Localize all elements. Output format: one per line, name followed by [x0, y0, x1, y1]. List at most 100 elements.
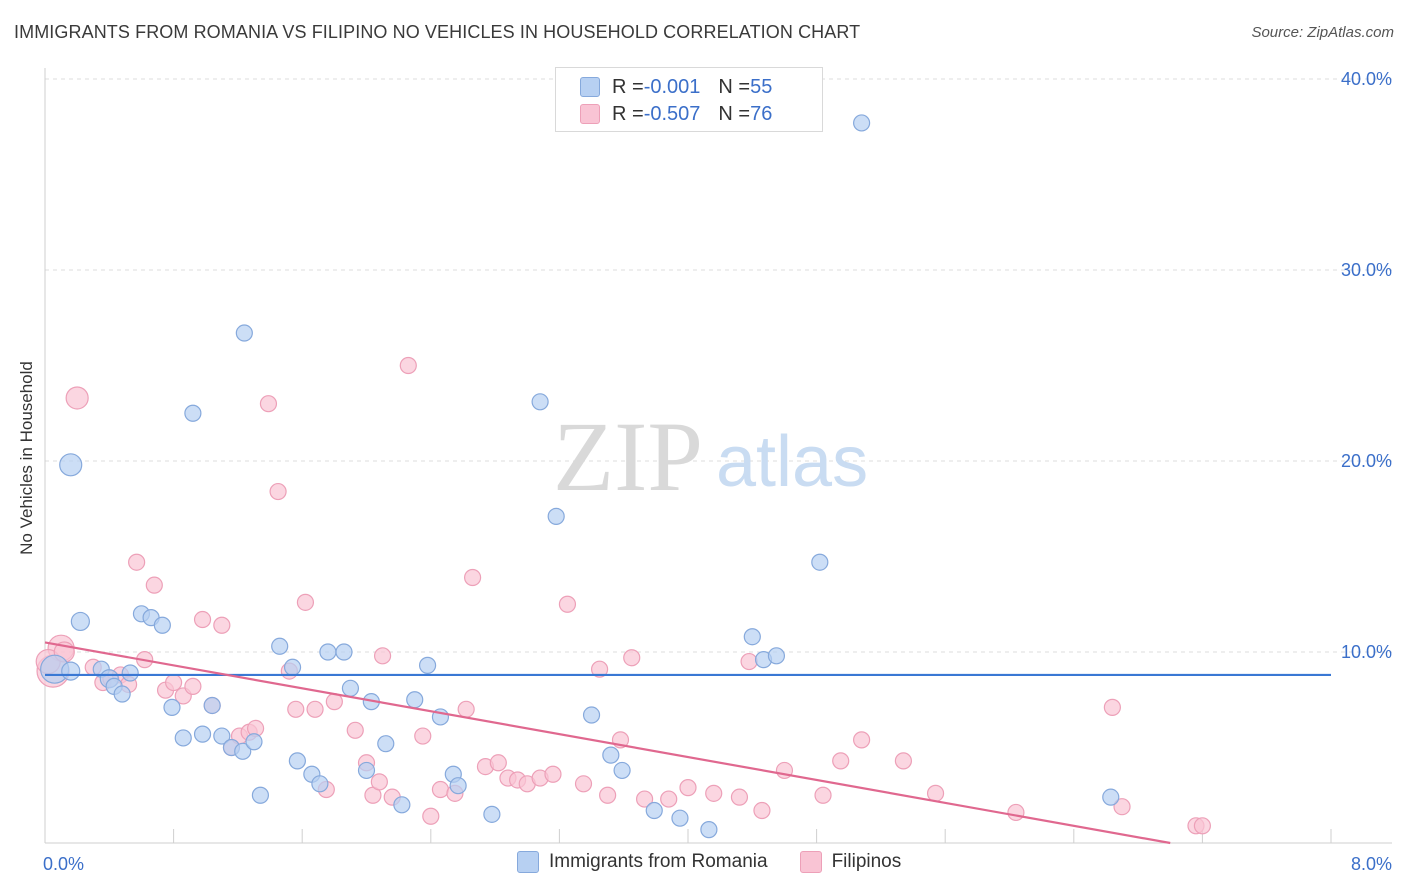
filipino-point	[679, 779, 697, 797]
filipino-point	[306, 700, 324, 718]
source-label: Source: ZipAtlas.com	[1251, 24, 1394, 41]
r-value: -0.001	[643, 75, 701, 98]
filipino-point	[705, 784, 723, 802]
romania-point	[311, 775, 329, 793]
n-label: N =	[718, 75, 751, 98]
romania-point	[174, 729, 192, 747]
filipino-point	[1007, 803, 1025, 822]
filipino-point	[853, 731, 871, 749]
romania-point	[271, 637, 289, 655]
romania-point	[700, 821, 718, 839]
n-value: 76	[750, 102, 773, 125]
tick-labels: 10.0% 20.0% 30.0% 40.0% 0.0% 8.0%	[43, 69, 1392, 874]
x-tick-label: 8.0%	[1351, 854, 1392, 874]
filipino-point	[558, 595, 577, 613]
filipino-point	[184, 677, 202, 695]
filipino-point	[926, 784, 945, 802]
filipino-point	[287, 700, 305, 718]
filipino-trend-line	[44, 641, 1171, 845]
filipino-point	[399, 356, 417, 375]
romania-point	[1102, 788, 1120, 806]
legend-label-filipino: Filipinos	[831, 851, 902, 872]
filipino-point	[259, 395, 278, 413]
filipino-point	[422, 807, 440, 825]
romania-point	[245, 733, 263, 751]
y-tick-label: 20.0%	[1341, 451, 1392, 471]
romania-point	[547, 507, 565, 525]
romania-points	[40, 114, 1120, 839]
filipino-point	[193, 610, 212, 629]
romania-swatch-icon	[580, 77, 600, 97]
y-tick-label: 10.0%	[1341, 642, 1392, 662]
filipino-point	[213, 616, 231, 634]
romania-point	[418, 656, 437, 674]
romania-point	[153, 616, 171, 634]
trend-lines	[44, 641, 1331, 845]
filipino-point	[814, 786, 832, 804]
romania-point	[377, 735, 395, 753]
watermark-zip: ZIP	[553, 401, 703, 512]
filipino-point	[370, 773, 388, 791]
grid-lines	[45, 78, 1392, 653]
watermark: ZIP atlas	[553, 401, 868, 512]
romania-point	[645, 801, 663, 820]
romania-point	[251, 786, 270, 804]
filipino-point	[623, 649, 641, 667]
romania-point	[163, 698, 181, 716]
y-tick-label: 40.0%	[1341, 69, 1392, 89]
legend-row-romania: R = -0.001 N = 55	[580, 74, 772, 100]
romania-point	[406, 691, 424, 709]
filipino-point	[590, 660, 609, 678]
filipino-point	[457, 700, 475, 718]
romania-point	[193, 725, 212, 743]
filipino-point	[599, 786, 617, 804]
r-label: R =	[612, 75, 644, 98]
romania-point	[767, 647, 786, 665]
legend-item-filipino: Filipinos	[799, 851, 902, 873]
r-value: -0.507	[643, 102, 701, 125]
filipino-point	[65, 386, 89, 410]
filipino-point	[373, 647, 392, 665]
filipino-legend-icon	[799, 851, 822, 873]
romania-point	[234, 742, 252, 760]
filipino-point	[463, 568, 482, 587]
romania-point	[853, 114, 871, 132]
romania-point	[235, 324, 253, 342]
legend-label-romania: Immigrants from Romania	[549, 851, 768, 872]
chart-title: IMMIGRANTS FROM ROMANIA VS FILIPINO NO V…	[14, 22, 861, 42]
watermark-atlas: atlas	[716, 422, 868, 502]
filipino-point	[269, 482, 287, 501]
r-label: R =	[612, 102, 644, 125]
romania-point	[335, 643, 353, 661]
x-tick-label: 0.0%	[43, 854, 84, 874]
n-label: N =	[718, 102, 751, 125]
filipino-point	[1193, 817, 1212, 835]
romania-point	[811, 553, 829, 571]
romania-point	[283, 658, 302, 676]
filipino-point	[1113, 798, 1131, 816]
romania-point	[531, 393, 549, 411]
romania-point	[121, 664, 139, 682]
romania-point	[113, 685, 131, 703]
filipino-point	[1103, 698, 1121, 716]
romania-point	[184, 404, 202, 422]
romania-point	[357, 761, 376, 780]
romania-point	[341, 679, 360, 697]
filipino-point	[753, 801, 771, 820]
romania-point	[613, 761, 631, 780]
romania-point	[203, 696, 221, 715]
filipino-point	[128, 553, 146, 571]
filipino-swatch-icon	[580, 104, 600, 124]
romania-point	[319, 643, 337, 661]
filipino-point	[894, 752, 913, 770]
romania-point	[743, 628, 761, 646]
romania-point	[59, 453, 83, 477]
filipino-point	[832, 752, 850, 770]
stats-legend: R = -0.001 N = 55 R = -0.507 N = 76	[555, 67, 823, 132]
filipino-point	[296, 593, 315, 611]
romania-point	[671, 809, 689, 827]
romania-point	[449, 777, 467, 795]
romania-legend-icon	[517, 851, 539, 873]
n-value: 55	[750, 75, 773, 98]
